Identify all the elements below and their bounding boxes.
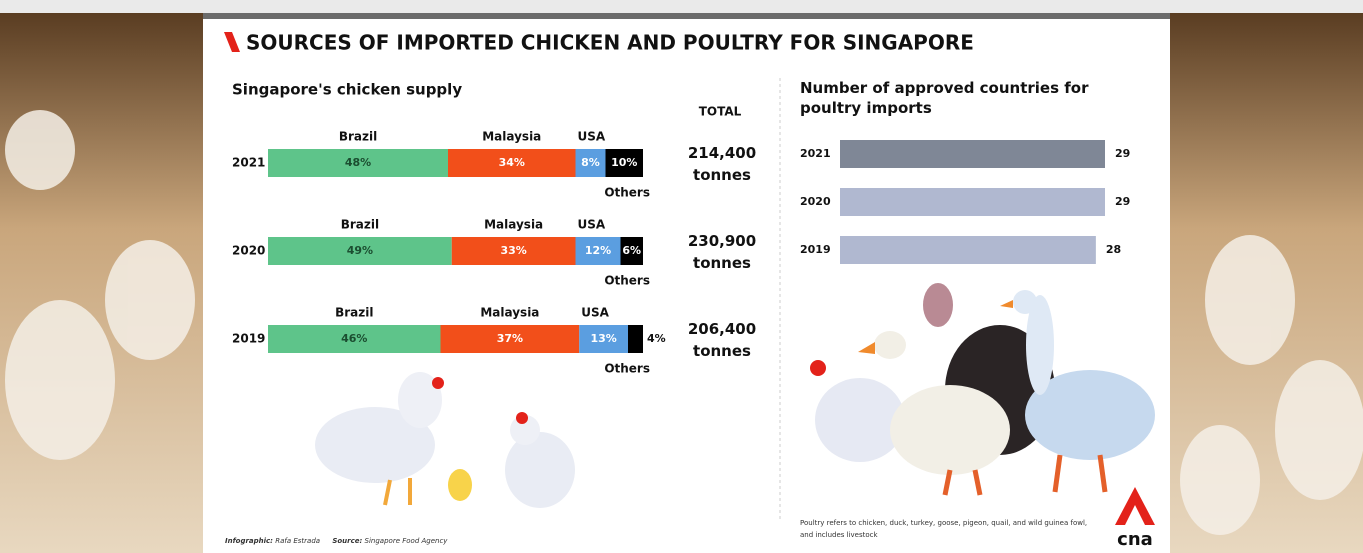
series-label: Malaysia bbox=[480, 306, 539, 320]
totals-title: TOTAL bbox=[699, 105, 742, 119]
logo: cna bbox=[1117, 529, 1153, 550]
series-label: Brazil bbox=[335, 306, 373, 320]
source-name: Singapore Food Agency bbox=[365, 537, 449, 545]
series-label: Brazil bbox=[341, 218, 379, 232]
main-title: SOURCES OF IMPORTED CHICKEN AND POULTRY … bbox=[246, 31, 974, 55]
value-label: 29 bbox=[1115, 147, 1130, 160]
credit: Infographic: Rafa Estrada Source: Singap… bbox=[225, 537, 448, 545]
credit-label: Infographic: bbox=[225, 537, 273, 545]
year-label: 2020 bbox=[800, 195, 831, 208]
bar bbox=[840, 236, 1096, 264]
year-label: 2019 bbox=[232, 332, 265, 346]
value-label: 37% bbox=[497, 332, 523, 345]
value-label: 33% bbox=[500, 244, 526, 257]
canvas: SOURCES OF IMPORTED CHICKEN AND POULTRY … bbox=[0, 0, 1363, 553]
series-label: Malaysia bbox=[484, 218, 543, 232]
top-bar bbox=[203, 13, 1170, 19]
value-label: 46% bbox=[341, 332, 367, 345]
bar bbox=[840, 188, 1105, 216]
value-label: 29 bbox=[1115, 195, 1130, 208]
year-label: 2020 bbox=[232, 244, 265, 258]
year-label: 2021 bbox=[232, 156, 265, 170]
series-label: USA bbox=[578, 218, 606, 232]
value-label: 34% bbox=[499, 156, 525, 169]
bar-segment bbox=[628, 325, 643, 353]
value-label: 12% bbox=[585, 244, 611, 257]
source-label: Source: bbox=[332, 537, 362, 545]
value-label: 13% bbox=[590, 332, 616, 345]
value-label: 8% bbox=[581, 156, 600, 169]
series-label: Others bbox=[604, 274, 650, 288]
series-label: USA bbox=[581, 306, 609, 320]
series-label: Others bbox=[604, 362, 650, 376]
value-label: 49% bbox=[347, 244, 373, 257]
series-label: Malaysia bbox=[482, 130, 541, 144]
chart2-title: Number of approved countries for poultry… bbox=[800, 78, 1100, 118]
series-label: Others bbox=[604, 186, 650, 200]
credit-name: Rafa Estrada bbox=[275, 537, 320, 545]
value-label: 6% bbox=[622, 244, 641, 257]
series-label: Brazil bbox=[339, 130, 377, 144]
year-label: 2019 bbox=[800, 243, 831, 256]
value-label: 10% bbox=[611, 156, 637, 169]
chart-title: Singapore's chicken supply bbox=[232, 81, 462, 99]
infographic: SOURCES OF IMPORTED CHICKEN AND POULTRY … bbox=[0, 0, 1363, 553]
note: Poultry refers to chicken, duck, turkey,… bbox=[800, 517, 1100, 541]
value-label: 28 bbox=[1106, 243, 1121, 256]
value-label: 4% bbox=[647, 332, 666, 345]
year-label: 2021 bbox=[800, 147, 831, 160]
value-label: 48% bbox=[345, 156, 371, 169]
series-label: USA bbox=[578, 130, 606, 144]
bar bbox=[840, 140, 1105, 168]
